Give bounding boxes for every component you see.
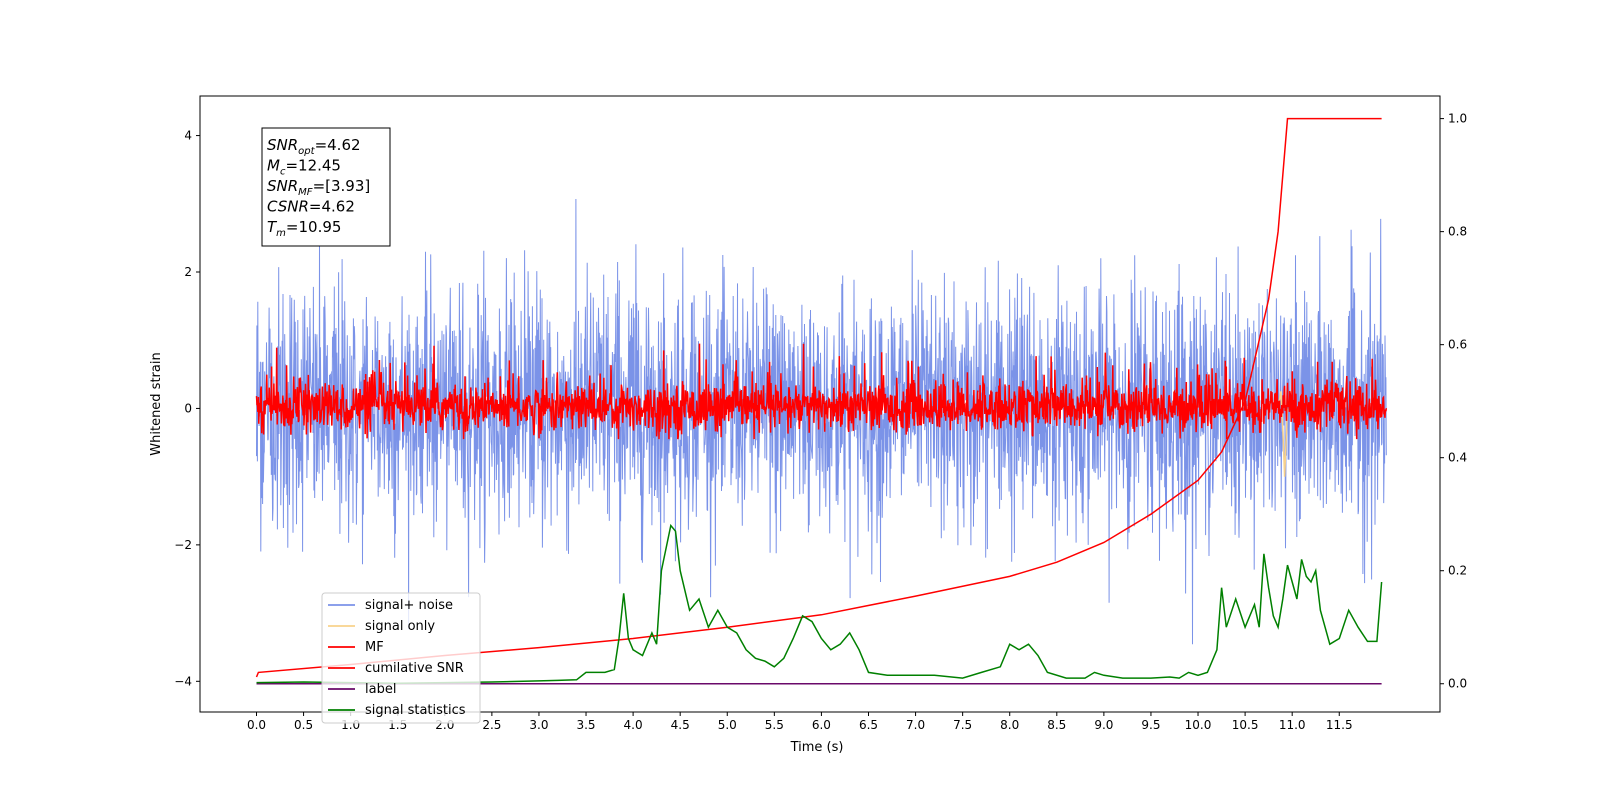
left-y-axis-ticks: 4 2 0 −2 −4 [174, 129, 200, 688]
y-right-tick-label: 0.8 [1448, 225, 1467, 239]
series-signal-noise [256, 198, 1387, 645]
annotation-line: Tm=10.95 [267, 218, 341, 239]
x-tick-label: 7.5 [953, 718, 972, 732]
y-right-tick-label: 0.4 [1448, 451, 1467, 465]
x-tick-label: 3.0 [529, 718, 548, 732]
x-tick-label: 3.5 [576, 718, 595, 732]
right-y-axis-ticks: 1.0 0.8 0.6 0.4 0.2 0.0 [1440, 112, 1467, 691]
y-right-tick-label: 0.0 [1448, 677, 1467, 691]
y-left-tick-label: 0 [184, 401, 192, 415]
y-left-tick-label: 2 [184, 265, 192, 279]
legend-label: label [365, 682, 396, 697]
y-right-tick-label: 0.2 [1448, 564, 1467, 578]
annotation-line: SNRMF=[3.93] [267, 177, 370, 198]
y-left-tick-label: 4 [184, 129, 192, 143]
x-tick-label: 2.5 [482, 718, 501, 732]
series-signal-statistics [256, 523, 1383, 684]
stats-annotation-box: SNRopt=4.62Mc=12.45SNRMF=[3.93]CSNR=4.62… [261, 127, 391, 247]
annotation-frame [261, 127, 391, 247]
x-tick-label: 6.5 [859, 718, 878, 732]
y-left-tick-label: −4 [174, 674, 192, 688]
x-tick-label: 4.5 [671, 718, 690, 732]
y-axis-label: Whitened strain [149, 352, 164, 455]
y-left-tick-label: −2 [174, 538, 192, 552]
x-tick-label: 11.5 [1326, 718, 1353, 732]
x-tick-label: 5.5 [765, 718, 784, 732]
x-tick-label: 4.0 [624, 718, 643, 732]
x-tick-label: 7.0 [906, 718, 925, 732]
x-tick-label: 5.0 [718, 718, 737, 732]
x-tick-label: 0.5 [294, 718, 313, 732]
x-tick-label: 0.0 [247, 718, 266, 732]
legend-frame [321, 592, 481, 724]
y-right-tick-label: 0.6 [1448, 338, 1467, 352]
y-right-tick-label: 1.0 [1448, 112, 1467, 126]
series-mf [255, 343, 1388, 440]
plot-frame [199, 95, 1441, 713]
annotation-line: CSNR=4.62 [267, 198, 355, 216]
series-signal-only [1277, 391, 1289, 477]
x-tick-label: 9.0 [1094, 718, 1113, 732]
legend: signal+ noise signal only MF cumilative SNR… [321, 592, 481, 724]
annotation-line: Mc=12.45 [267, 157, 341, 178]
x-tick-label: 9.5 [1141, 718, 1160, 732]
x-tick-label: 8.0 [1000, 718, 1019, 732]
annotation-line: SNRopt=4.62 [267, 136, 361, 157]
x-tick-label: 10.0 [1185, 718, 1212, 732]
x-axis-label: Time (s) [790, 740, 844, 755]
x-tick-label: 11.0 [1279, 718, 1306, 732]
x-axis-ticks: 0.0 0.5 1.0 1.5 2.0 2.5 3.0 3.5 4.0 4.5 5.0 5.5 6.0 6… [247, 712, 1353, 732]
legend-label: MF [365, 640, 384, 655]
legend-label: signal only [365, 619, 435, 634]
x-tick-label: 6.0 [812, 718, 831, 732]
legend-label: signal+ noise [365, 598, 453, 613]
x-tick-label: 10.5 [1232, 718, 1259, 732]
x-tick-label: 8.5 [1047, 718, 1066, 732]
legend-label: cumilative SNR [365, 661, 464, 676]
legend-label: signal statistics [365, 703, 466, 718]
